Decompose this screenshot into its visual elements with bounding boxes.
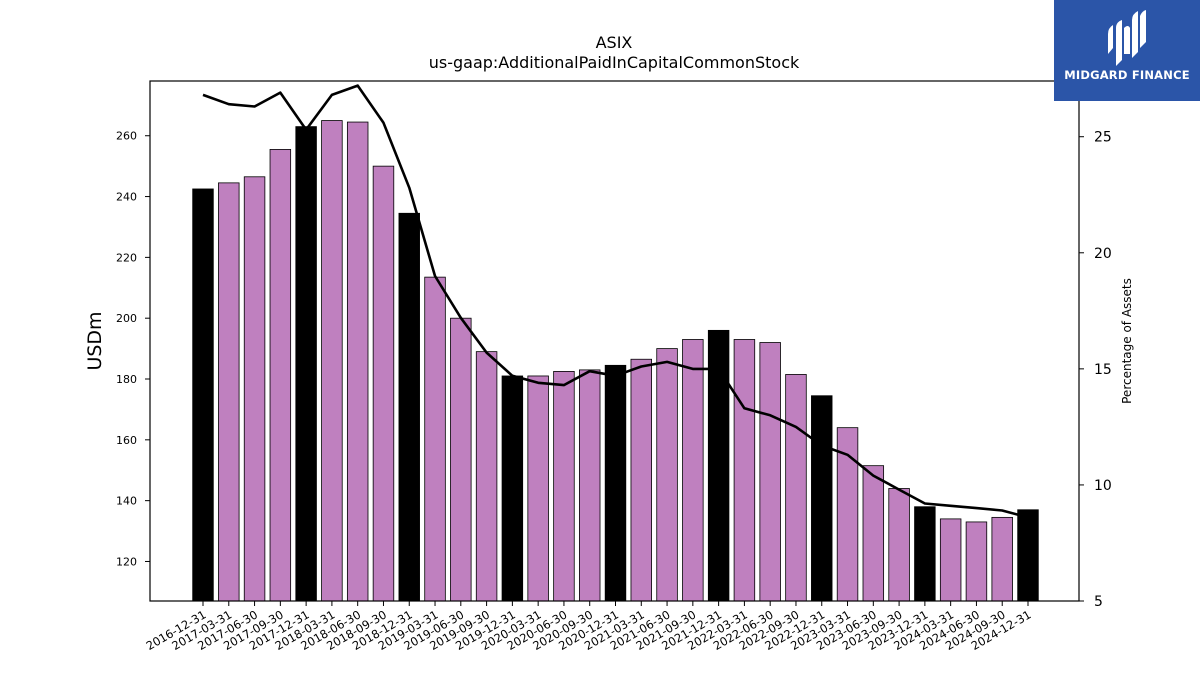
- bar-2019-03-31: [424, 276, 446, 602]
- y-tick-label-200: 200: [116, 312, 137, 325]
- bar-2018-09-30: [372, 165, 395, 602]
- chart-title: ASIX: [596, 33, 633, 52]
- bar-2018-12-31: [398, 212, 420, 602]
- bar-2023-12-31: [914, 506, 936, 602]
- y2-tick-label-10: 10: [1094, 478, 1112, 494]
- y-tick-label-220: 220: [116, 251, 137, 264]
- bar-2017-09-30: [269, 149, 292, 602]
- logo-text: MIDGARD FINANCE: [1064, 68, 1190, 82]
- bar-2019-12-31: [501, 375, 524, 602]
- bar-2020-06-30: [553, 371, 575, 602]
- y2-axis-label: Percentage of Assets: [1120, 278, 1134, 404]
- y-tick-label-140: 140: [116, 495, 137, 508]
- y2-tick-label-25: 25: [1094, 130, 1112, 146]
- y-tick-label-240: 240: [116, 191, 137, 204]
- bar-2019-06-30: [450, 317, 472, 602]
- bar-2024-09-30: [991, 516, 1013, 602]
- y2-tick-label-15: 15: [1094, 362, 1112, 378]
- bar-2024-06-30: [965, 521, 988, 602]
- y2-tick-label-20: 20: [1094, 246, 1112, 262]
- bar-2020-12-31: [604, 364, 627, 602]
- bar-2016-12-31: [192, 188, 214, 602]
- bar-2022-12-31: [811, 395, 833, 602]
- bar-2023-09-30: [888, 488, 910, 602]
- bar-2019-09-30: [475, 351, 498, 602]
- bars-group: [192, 120, 1039, 602]
- percentage-line: [202, 84, 1029, 519]
- plot-frame: [149, 80, 1080, 602]
- bar-2018-06-30: [346, 121, 369, 602]
- bar-2021-09-30: [682, 339, 704, 602]
- bar-2017-06-30: [243, 176, 266, 602]
- bar-2017-03-31: [218, 182, 240, 602]
- midgard-logo-icon: [1108, 10, 1146, 66]
- bar-2020-03-31: [527, 375, 549, 602]
- y-axis-label: USDm: [84, 311, 106, 370]
- bar-2020-09-30: [579, 369, 601, 602]
- chart-subtitle: us-gaap:AdditionalPaidInCapitalCommonSto…: [429, 53, 800, 72]
- bar-2018-03-31: [321, 120, 343, 602]
- y-tick-label-160: 160: [116, 434, 137, 447]
- bar-2021-03-31: [630, 358, 652, 602]
- bar-2023-06-30: [862, 465, 885, 602]
- y-tick-label-120: 120: [116, 555, 137, 568]
- y-tick-label-180: 180: [116, 373, 137, 386]
- bar-2021-06-30: [656, 348, 678, 602]
- y-tick-label-260: 260: [116, 130, 137, 143]
- logo: MIDGARD FINANCE: [1054, 0, 1200, 101]
- bar-2024-03-31: [939, 518, 962, 602]
- line-group: [202, 84, 1029, 519]
- bar-2017-12-31: [295, 126, 317, 602]
- bar-2022-03-31: [733, 339, 756, 602]
- bar-2024-12-31: [1017, 509, 1039, 602]
- axes-group: 1201401601802002202402605101520252016-12…: [116, 80, 1112, 653]
- y2-tick-label-5: 5: [1094, 594, 1103, 610]
- bar-2022-09-30: [785, 374, 807, 602]
- bar-2022-06-30: [759, 342, 781, 602]
